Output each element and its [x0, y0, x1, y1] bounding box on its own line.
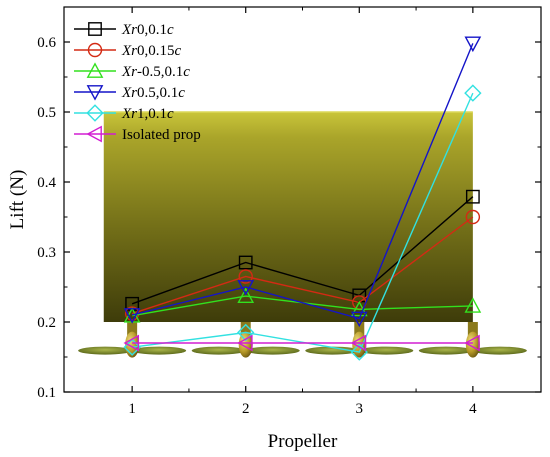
- series-line-3: [131, 43, 474, 320]
- x-tick-label: 1: [128, 401, 136, 417]
- y-tick-label: 0.2: [37, 315, 56, 331]
- plot-background-illustration: [78, 111, 527, 358]
- legend-marker: [88, 22, 102, 36]
- data-point: [125, 296, 140, 311]
- y-tick-label: 0.6: [37, 35, 56, 51]
- data-point: [350, 334, 367, 352]
- y-tick-label: 0.1: [37, 385, 56, 401]
- data-point: [238, 269, 253, 284]
- data-point: [464, 84, 482, 102]
- propeller-mount: [240, 322, 251, 340]
- legend-marker: [86, 85, 104, 101]
- legend-entry-1: Xr0,0.15c: [74, 42, 182, 59]
- legend-label: Xr0,0.15c: [121, 43, 182, 59]
- data-point: [350, 311, 368, 328]
- propeller-blade: [245, 346, 300, 355]
- x-tick-label: 2: [242, 401, 250, 417]
- y-tick-label: 0.4: [37, 175, 56, 191]
- legend-entry-2: Xr-0.5,0.1c: [74, 62, 190, 80]
- propeller-hub: [465, 331, 480, 358]
- series-0: [125, 189, 480, 311]
- data-point: [237, 280, 255, 296]
- legend-marker: [86, 125, 102, 143]
- legend-entry-4: Xr1,0.1c: [74, 104, 174, 122]
- legend-label: Isolated prop: [122, 127, 201, 143]
- propeller-mount: [467, 322, 478, 340]
- series-line-1: [131, 216, 474, 315]
- y-tick-label: 0.3: [37, 245, 56, 261]
- propeller-mount: [354, 322, 365, 340]
- propeller-2: [191, 322, 300, 358]
- legend-entry-3: Xr0.5,0.1c: [74, 85, 185, 101]
- x-tick-label: 4: [469, 401, 477, 417]
- legend-marker: [86, 104, 104, 122]
- legend: Xr0,0.1c Xr0,0.15c Xr-0.5,0.1c Xr0.5,0.1c Xr…: [74, 22, 201, 143]
- series-line-0: [131, 196, 474, 305]
- series-3: [123, 36, 482, 328]
- data-point: [465, 189, 480, 204]
- data-point: [464, 297, 482, 313]
- y-tick-label: 0.5: [37, 105, 56, 121]
- propeller-blade: [418, 346, 473, 355]
- legend-entry-0: Xr0,0.1c: [74, 22, 174, 38]
- x-axis-title: Propeller: [268, 431, 338, 452]
- y-axis-title: Lift (N): [7, 170, 28, 230]
- legend-label: Xr0.5,0.1c: [121, 85, 185, 101]
- legend-label: Xr-0.5,0.1c: [121, 64, 190, 80]
- legend-label: Xr0,0.1c: [121, 22, 174, 38]
- propeller-blade: [132, 346, 187, 355]
- data-point: [465, 209, 481, 225]
- data-point: [123, 334, 140, 352]
- data-point: [238, 255, 253, 270]
- series-layer: [123, 36, 482, 361]
- propeller-hub: [238, 331, 253, 358]
- wing-body: [103, 112, 473, 322]
- legend-label: Xr1,0.1c: [121, 106, 174, 122]
- series-5: [123, 334, 480, 352]
- propeller-4: [418, 322, 527, 358]
- legend-marker: [86, 62, 104, 78]
- propeller-blade: [191, 346, 246, 355]
- legend-entry-5: Isolated prop: [74, 125, 201, 143]
- data-point: [237, 287, 255, 303]
- data-point: [123, 308, 141, 324]
- propeller-blade: [78, 346, 133, 355]
- data-point: [464, 334, 480, 352]
- x-tick-label: 3: [356, 401, 364, 417]
- data-point: [237, 323, 255, 342]
- legend-marker: [87, 42, 103, 58]
- propeller-blade: [359, 346, 414, 355]
- propeller-blade: [472, 346, 527, 355]
- propeller-mount: [127, 322, 138, 340]
- data-point: [464, 36, 482, 53]
- propeller-blade: [305, 346, 360, 355]
- data-point: [237, 334, 253, 352]
- axes: 0.1 0.2 0.3 0.4 0.5 0.6 1 2 3 4 Propeller Lift (N): [7, 6, 542, 452]
